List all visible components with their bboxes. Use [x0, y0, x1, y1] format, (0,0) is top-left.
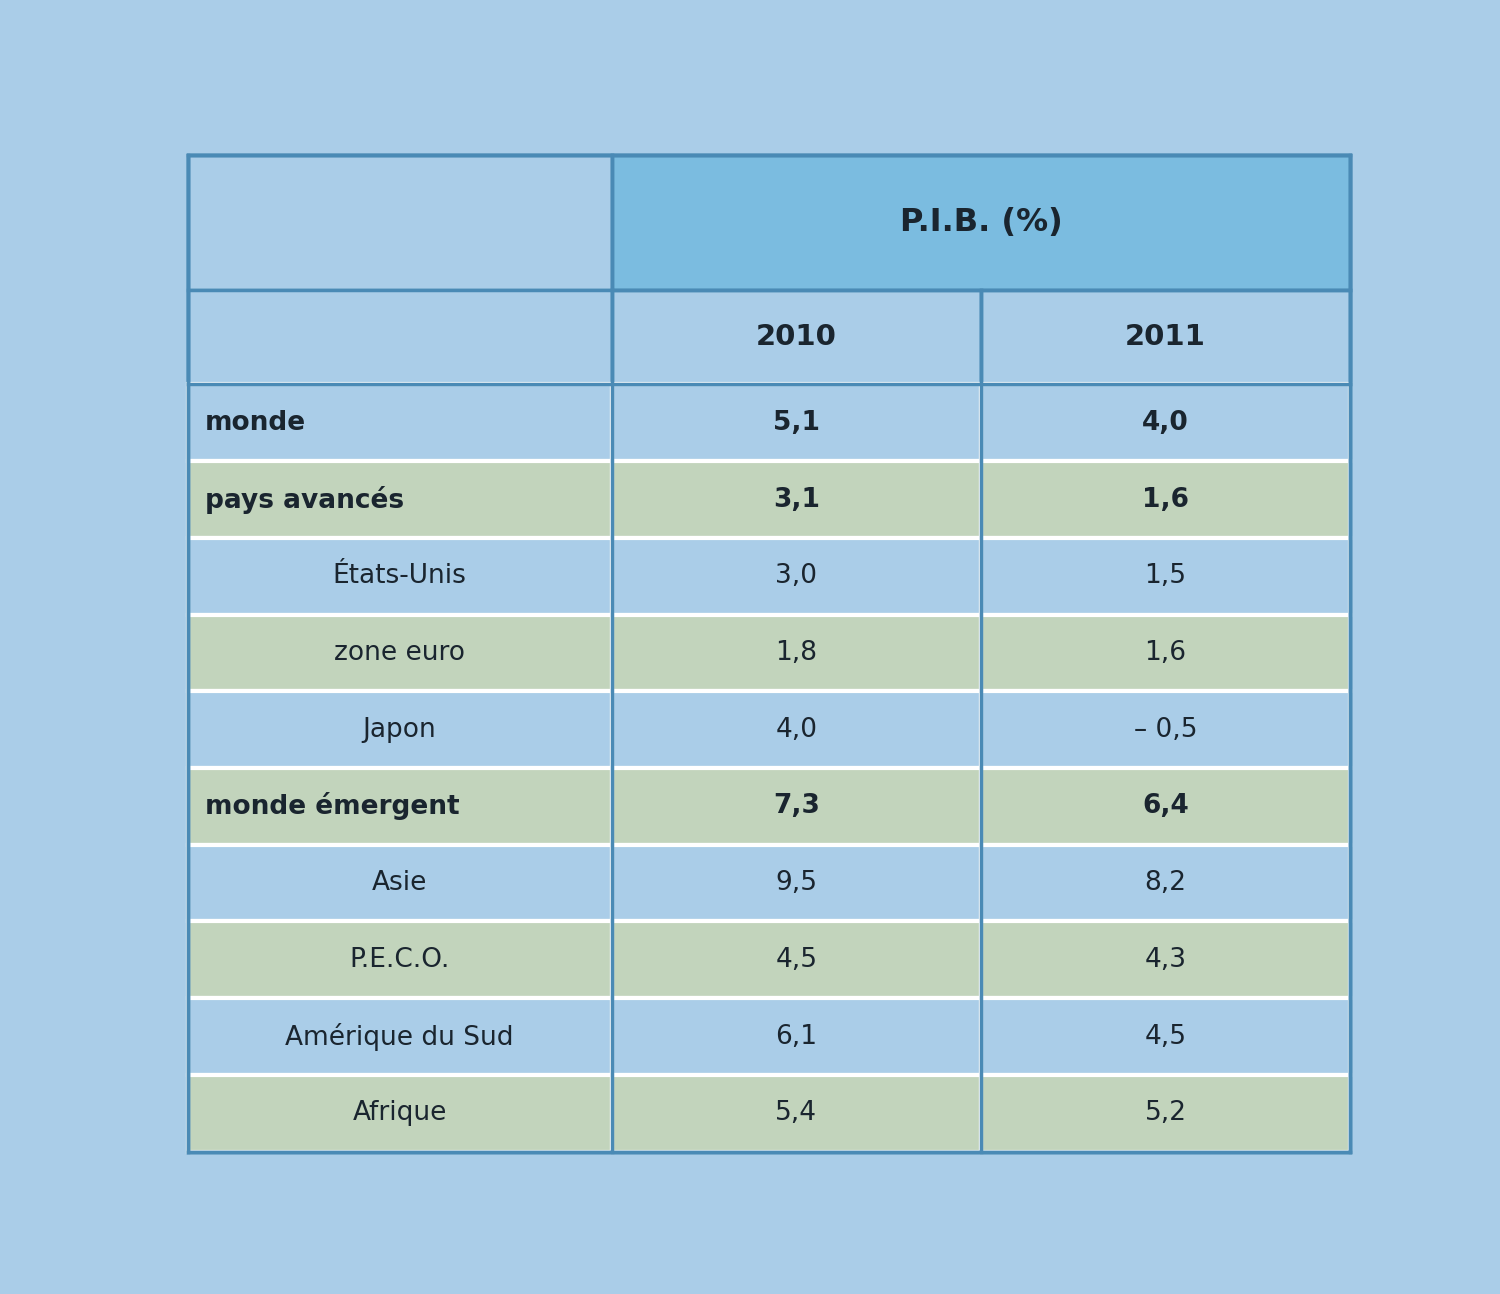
Bar [188, 538, 612, 615]
Bar [188, 1075, 612, 1152]
Bar [188, 461, 612, 538]
Bar [612, 461, 981, 538]
Bar [188, 384, 612, 461]
Text: 5,4: 5,4 [776, 1100, 818, 1126]
Text: 1,6: 1,6 [1142, 487, 1190, 512]
Bar [981, 290, 1350, 384]
Bar [981, 384, 1350, 461]
Text: 5,1: 5,1 [772, 410, 820, 436]
Text: 6,1: 6,1 [776, 1024, 818, 1049]
Text: 2010: 2010 [756, 324, 837, 351]
Text: Japon: Japon [363, 717, 436, 743]
Bar [612, 691, 981, 769]
Bar [188, 615, 612, 691]
Bar [981, 1075, 1350, 1152]
Text: 3,1: 3,1 [772, 487, 820, 512]
Bar [612, 290, 981, 384]
Bar [188, 845, 612, 921]
Bar [612, 998, 981, 1075]
Text: 3,0: 3,0 [776, 563, 818, 589]
Bar [981, 461, 1350, 538]
Bar [188, 769, 612, 845]
Text: 4,5: 4,5 [776, 947, 818, 973]
Bar [612, 538, 981, 615]
Text: 1,5: 1,5 [1144, 563, 1186, 589]
Text: zone euro: zone euro [334, 641, 465, 666]
Bar [981, 998, 1350, 1075]
Bar [612, 384, 981, 461]
Text: 7,3: 7,3 [772, 793, 820, 819]
Text: 4,3: 4,3 [1144, 947, 1186, 973]
Text: 5,2: 5,2 [1144, 1100, 1186, 1126]
Bar [188, 155, 612, 290]
Bar [612, 1075, 981, 1152]
Bar [612, 769, 981, 845]
Text: 1,6: 1,6 [1144, 641, 1186, 666]
Bar [188, 998, 612, 1075]
Bar [981, 921, 1350, 998]
Text: 2011: 2011 [1125, 324, 1206, 351]
Bar [981, 691, 1350, 769]
Bar [188, 290, 612, 384]
Text: P.I.B. (%): P.I.B. (%) [900, 207, 1062, 238]
Text: États-Unis: États-Unis [333, 563, 466, 589]
Bar [612, 615, 981, 691]
Bar [981, 615, 1350, 691]
Text: 4,0: 4,0 [1142, 410, 1190, 436]
Text: Amérique du Sud: Amérique du Sud [285, 1022, 514, 1051]
Text: Afrique: Afrique [352, 1100, 447, 1126]
Bar [981, 845, 1350, 921]
Text: 4,0: 4,0 [776, 717, 818, 743]
Text: 4,5: 4,5 [1144, 1024, 1186, 1049]
Bar [612, 921, 981, 998]
Text: 8,2: 8,2 [1144, 870, 1186, 897]
Text: 1,8: 1,8 [776, 641, 818, 666]
Bar [981, 769, 1350, 845]
Bar [612, 845, 981, 921]
Text: monde: monde [206, 410, 306, 436]
Text: Asie: Asie [372, 870, 427, 897]
Bar [612, 155, 1350, 290]
Bar [188, 921, 612, 998]
Text: pays avancés: pays avancés [206, 485, 404, 514]
Text: monde émergent: monde émergent [206, 792, 459, 820]
Text: 6,4: 6,4 [1142, 793, 1190, 819]
Text: P.E.C.O.: P.E.C.O. [350, 947, 450, 973]
Text: – 0,5: – 0,5 [1134, 717, 1197, 743]
Text: 9,5: 9,5 [776, 870, 818, 897]
Bar [188, 691, 612, 769]
Bar [981, 538, 1350, 615]
